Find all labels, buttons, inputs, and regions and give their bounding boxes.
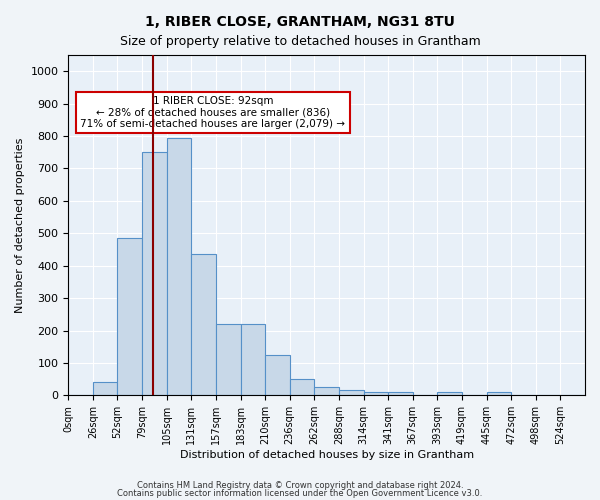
Bar (241, 324, 265, 396)
Bar (388, 392, 413, 396)
Text: 1, RIBER CLOSE, GRANTHAM, NG31 8TU: 1, RIBER CLOSE, GRANTHAM, NG31 8TU (145, 15, 455, 29)
Bar (364, 392, 388, 396)
Bar (93, 382, 118, 396)
Bar (167, 138, 191, 396)
Bar (290, 379, 314, 396)
Bar (314, 387, 339, 396)
Bar (142, 152, 167, 396)
Bar (437, 392, 462, 396)
Y-axis label: Number of detached properties: Number of detached properties (15, 138, 25, 313)
Bar (339, 390, 364, 396)
Bar (265, 355, 290, 396)
Text: 1 RIBER CLOSE: 92sqm
← 28% of detached houses are smaller (836)
71% of semi-deta: 1 RIBER CLOSE: 92sqm ← 28% of detached h… (80, 96, 346, 129)
Bar (191, 254, 216, 396)
Bar (118, 238, 142, 396)
Bar (487, 392, 511, 396)
Text: Contains public sector information licensed under the Open Government Licence v3: Contains public sector information licen… (118, 488, 482, 498)
Bar (216, 324, 241, 396)
X-axis label: Distribution of detached houses by size in Grantham: Distribution of detached houses by size … (179, 450, 474, 460)
Text: Contains HM Land Registry data © Crown copyright and database right 2024.: Contains HM Land Registry data © Crown c… (137, 481, 463, 490)
Text: Size of property relative to detached houses in Grantham: Size of property relative to detached ho… (119, 35, 481, 48)
